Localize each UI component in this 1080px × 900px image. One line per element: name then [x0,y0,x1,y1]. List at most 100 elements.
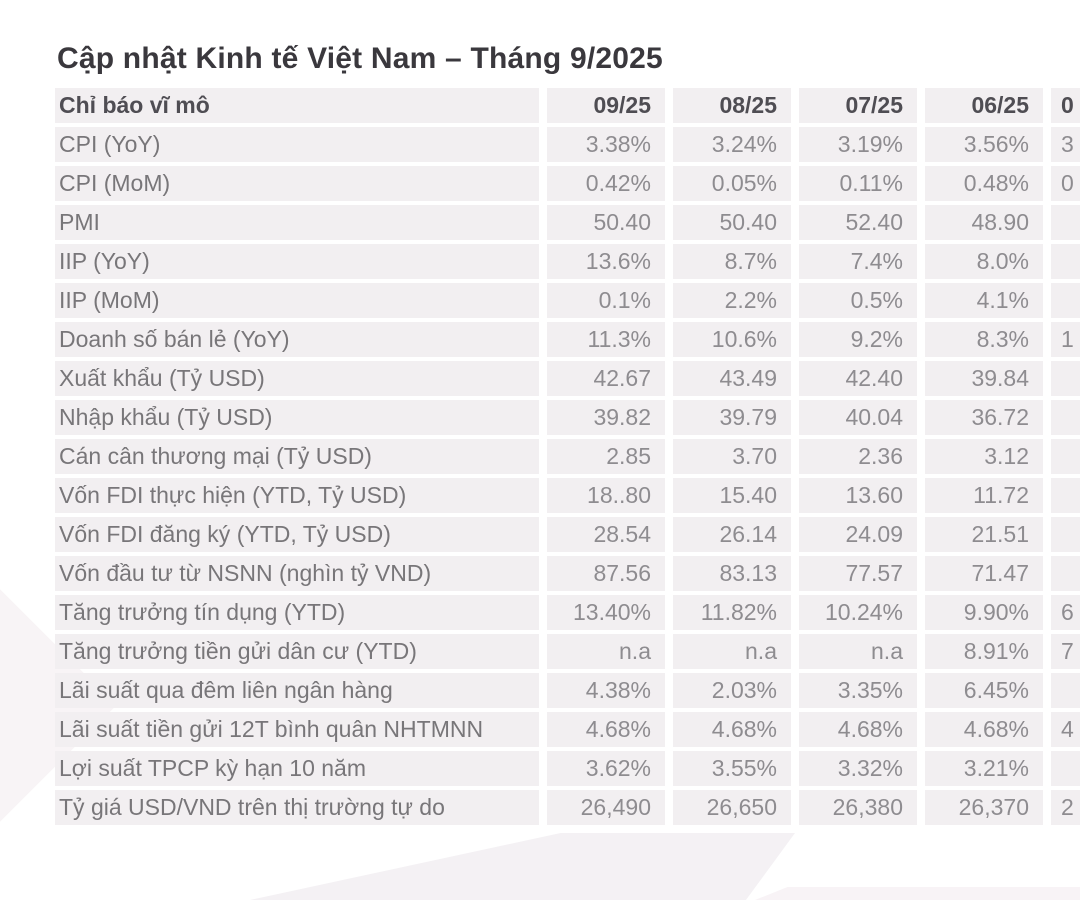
value-cell: 3.55% [673,751,791,786]
value-cell: 3.70 [673,439,791,474]
row-label: Tỷ giá USD/VND trên thị trường tự do [55,790,539,825]
header-month-cell: 07/25 [799,88,917,123]
value-cell: 4.68% [547,712,665,747]
value-cell: 2.85 [547,439,665,474]
value-cell: 24.09 [799,517,917,552]
header-month-cell: 06/25 [925,88,1043,123]
value-cell: 4.38% [547,673,665,708]
macro-table-body: CPI (YoY) 3.38% 3.24% 3.19% 3.56% 3 CPI … [55,127,1080,825]
background-parallelogram-shape [250,833,795,900]
header-month-cell: 08/25 [673,88,791,123]
value-cell: 3.56% [925,127,1043,162]
value-cell: 10.6% [673,322,791,357]
value-cell: 48.90 [925,205,1043,240]
table-row: Vốn FDI thực hiện (YTD, Tỷ USD) 18..80 1… [55,478,1080,513]
value-cell: 7.4% [799,244,917,279]
row-label: IIP (MoM) [55,283,539,318]
value-cell: 26,650 [673,790,791,825]
row-label: Nhập khẩu (Tỷ USD) [55,400,539,435]
value-cell: 39.79 [673,400,791,435]
value-cell: 10.24% [799,595,917,630]
row-label: Vốn đầu tư từ NSNN (nghìn tỷ VND) [55,556,539,591]
value-cell: 4.68% [673,712,791,747]
row-label: Vốn FDI đăng ký (YTD, Tỷ USD) [55,517,539,552]
value-cell: n.a [799,634,917,669]
value-cell: 3.12 [925,439,1043,474]
value-cell: 26.14 [673,517,791,552]
value-cell: 71.47 [925,556,1043,591]
value-cell: 13.40% [547,595,665,630]
value-cell: 83.13 [673,556,791,591]
value-cell: 43.49 [673,361,791,396]
table-row: Tăng trưởng tiền gửi dân cư (YTD) n.a n.… [55,634,1080,669]
value-cell: 50.40 [673,205,791,240]
table-row: Xuất khẩu (Tỷ USD) 42.67 43.49 42.40 39.… [55,361,1080,396]
value-cell: 40.04 [799,400,917,435]
value-cell: 0.05% [673,166,791,201]
table-row: IIP (YoY) 13.6% 8.7% 7.4% 8.0% [55,244,1080,279]
value-cell: 6.45% [925,673,1043,708]
value-cell: 0.5% [799,283,917,318]
clipped-value-cell: 7 [1051,634,1080,669]
value-cell: 28.54 [547,517,665,552]
row-label: Cán cân thương mại (Tỷ USD) [55,439,539,474]
value-cell: 26,370 [925,790,1043,825]
row-label: IIP (YoY) [55,244,539,279]
clipped-value-cell: 4 [1051,712,1080,747]
table-row: IIP (MoM) 0.1% 2.2% 0.5% 4.1% [55,283,1080,318]
value-cell: 8.91% [925,634,1043,669]
table-row: CPI (YoY) 3.38% 3.24% 3.19% 3.56% 3 [55,127,1080,162]
value-cell: 2.36 [799,439,917,474]
row-label: Xuất khẩu (Tỷ USD) [55,361,539,396]
header-month-cell: 09/25 [547,88,665,123]
table-row: Vốn đầu tư từ NSNN (nghìn tỷ VND) 87.56 … [55,556,1080,591]
value-cell: 11.3% [547,322,665,357]
value-cell: 3.62% [547,751,665,786]
header-indicator-label: Chỉ báo vĩ mô [55,88,539,123]
row-label: CPI (YoY) [55,127,539,162]
value-cell: 18..80 [547,478,665,513]
value-cell: 42.40 [799,361,917,396]
value-cell: 11.72 [925,478,1043,513]
value-cell: 50.40 [547,205,665,240]
value-cell: 8.7% [673,244,791,279]
page-title: Cập nhật Kinh tế Việt Nam – Tháng 9/2025 [57,42,663,76]
row-label: Vốn FDI thực hiện (YTD, Tỷ USD) [55,478,539,513]
clipped-value-cell [1051,205,1080,240]
value-cell: 36.72 [925,400,1043,435]
clipped-value-cell: 6 [1051,595,1080,630]
value-cell: 26,380 [799,790,917,825]
clipped-value-cell: 0 [1051,166,1080,201]
clipped-value-cell [1051,361,1080,396]
table-row: Tăng trưởng tín dụng (YTD) 13.40% 11.82%… [55,595,1080,630]
clipped-value-cell [1051,283,1080,318]
table-row: CPI (MoM) 0.42% 0.05% 0.11% 0.48% 0 [55,166,1080,201]
clipped-value-cell: 3 [1051,127,1080,162]
clipped-value-cell [1051,439,1080,474]
value-cell: 3.24% [673,127,791,162]
value-cell: 21.51 [925,517,1043,552]
table-row: Lãi suất qua đêm liên ngân hàng 4.38% 2.… [55,673,1080,708]
value-cell: 2.2% [673,283,791,318]
header-month-cell-clipped: 0 [1051,88,1080,123]
value-cell: 9.90% [925,595,1043,630]
value-cell: 8.0% [925,244,1043,279]
row-label: Lãi suất tiền gửi 12T bình quân NHTMNN [55,712,539,747]
table-row: Cán cân thương mại (Tỷ USD) 2.85 3.70 2.… [55,439,1080,474]
table-row: Lợi suất TPCP kỳ hạn 10 năm 3.62% 3.55% … [55,751,1080,786]
row-label: Lợi suất TPCP kỳ hạn 10 năm [55,751,539,786]
table-row: Lãi suất tiền gửi 12T bình quân NHTMNN 4… [55,712,1080,747]
row-label: PMI [55,205,539,240]
row-label: Tăng trưởng tiền gửi dân cư (YTD) [55,634,539,669]
value-cell: 39.84 [925,361,1043,396]
value-cell: 0.11% [799,166,917,201]
value-cell: n.a [673,634,791,669]
value-cell: n.a [547,634,665,669]
row-label: Doanh số bán lẻ (YoY) [55,322,539,357]
value-cell: 52.40 [799,205,917,240]
clipped-value-cell [1051,244,1080,279]
table-row: PMI 50.40 50.40 52.40 48.90 [55,205,1080,240]
value-cell: 26,490 [547,790,665,825]
value-cell: 11.82% [673,595,791,630]
row-label: CPI (MoM) [55,166,539,201]
